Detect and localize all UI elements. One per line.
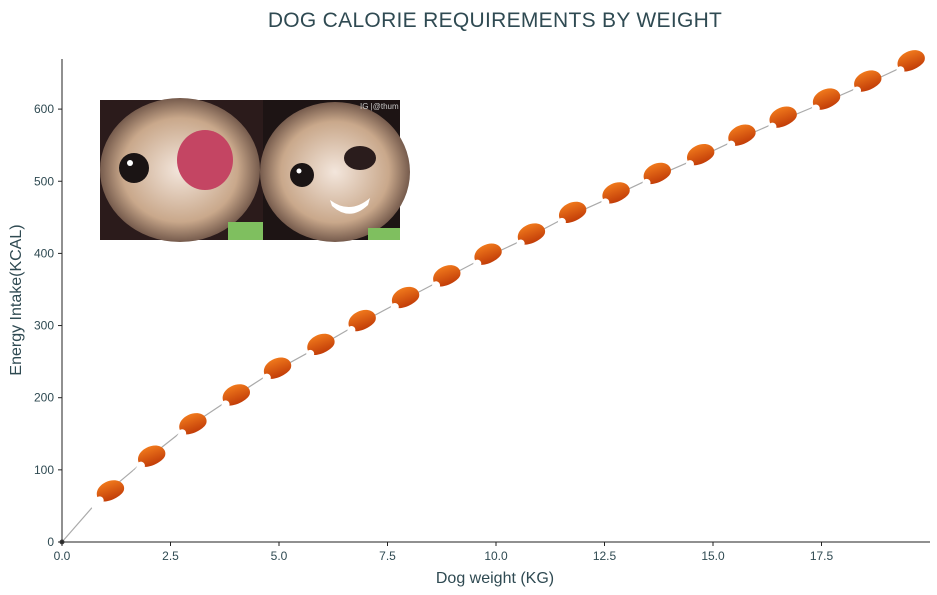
y-tick-label: 600 [34,102,54,116]
y-tick-label: 100 [34,463,54,477]
drumstick-icon [756,101,803,140]
x-axis-label: Dog weight (KG) [436,570,554,587]
y-tick-label: 0 [47,535,54,549]
drumstick-icon [209,379,256,417]
drumstick-icon [166,408,213,446]
x-tick-label: 2.5 [162,549,179,563]
drumstick-icon [715,119,762,158]
x-tick-label: 12.5 [593,549,617,563]
y-axis-label: Energy Intake(KCAL) [8,224,25,375]
x-axis-ticks: 0.0 2.5 5.0 7.5 10.0 12.5 15.0 17.5 [54,542,834,563]
drumstick-icon [124,440,172,479]
x-tick-label: 17.5 [810,549,834,563]
x-tick-label: 5.0 [271,549,288,563]
drumstick-icon [630,157,677,196]
y-tick-label: 200 [34,391,54,405]
drumstick-icon [294,328,341,367]
drumstick-icon [673,139,721,177]
drumstick-icon [378,281,425,320]
drumstick-icon [884,45,931,83]
drumstick-icon [504,218,551,256]
photo-watermark: IG |@thum [360,102,399,111]
drumstick-icon [545,196,593,235]
drumstick-icon [799,83,846,121]
drumstick-icon [335,304,382,343]
x-tick-label: 0.0 [54,549,71,563]
x-tick-label: 7.5 [379,549,396,563]
drumstick-icon [840,65,888,103]
drumstick-icon [461,238,508,277]
x-tick-label: 15.0 [701,549,725,563]
x-tick-label: 10.0 [484,549,508,563]
y-tick-label: 500 [34,174,54,188]
y-tick-label: 300 [34,319,54,333]
chihuahua-photo: IG |@thum [100,98,410,242]
drumstick-icon [589,177,636,215]
y-axis-ticks: 0 100 200 300 400 500 600 [34,102,62,549]
y-tick-label: 400 [34,246,54,260]
drumstick-icon [420,260,467,298]
chart-title: DOG CALORIE REQUIREMENTS BY WEIGHT [268,9,722,32]
drumstick-icon [83,475,130,513]
drumstick-icon [250,352,297,391]
